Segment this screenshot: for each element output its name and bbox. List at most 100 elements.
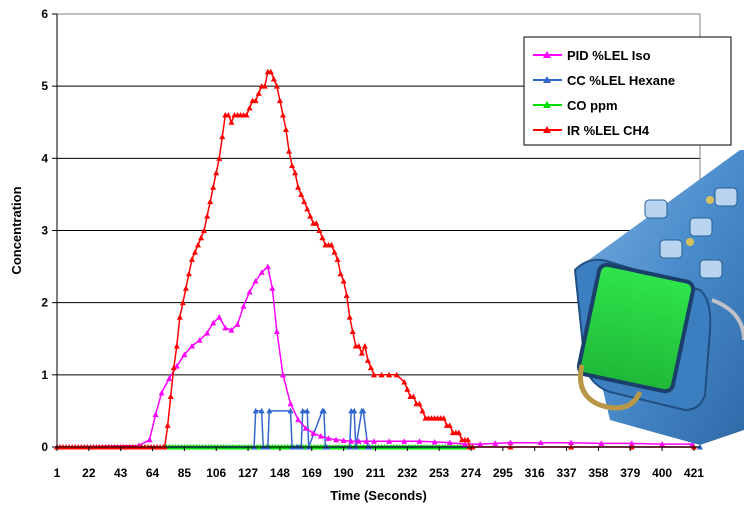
data-point: [279, 371, 286, 378]
data-point: [269, 285, 276, 291]
data-point: [198, 234, 205, 241]
data-point: [355, 342, 362, 349]
x-tick-label: 211: [366, 466, 386, 480]
data-point: [304, 205, 311, 212]
legend-label: CO ppm: [567, 98, 618, 113]
data-point: [393, 371, 400, 378]
x-tick-label: 253: [429, 466, 449, 480]
data-point: [492, 440, 499, 446]
data-point: [331, 249, 338, 255]
data-point: [370, 438, 377, 444]
data-point: [378, 371, 385, 378]
data-point: [204, 329, 211, 336]
data-point: [358, 350, 365, 356]
data-point: [207, 198, 214, 205]
data-point: [334, 256, 341, 262]
data-point: [325, 435, 332, 441]
data-point: [410, 393, 417, 399]
data-point: [213, 169, 220, 176]
data-point: [477, 441, 484, 447]
legend-swatch-marker: [543, 51, 551, 58]
data-point: [295, 416, 302, 423]
data-point: [628, 440, 635, 446]
data-point: [228, 119, 235, 125]
data-point: [313, 220, 320, 226]
y-tick-label: 4: [41, 151, 48, 165]
y-tick-label: 5: [41, 79, 48, 93]
legend-label: IR %LEL CH4: [567, 123, 650, 138]
y-tick-label: 0: [41, 440, 48, 454]
data-point: [176, 314, 183, 320]
data-point: [164, 422, 171, 428]
data-point: [173, 363, 180, 369]
y-tick-label: 3: [41, 224, 48, 238]
data-point: [307, 213, 314, 219]
data-point: [355, 438, 362, 444]
data-point: [333, 436, 340, 443]
data-point: [182, 285, 189, 291]
y-tick-label: 1: [41, 368, 48, 382]
x-tick-label: 337: [557, 466, 577, 480]
data-point: [446, 422, 453, 428]
data-point: [170, 364, 177, 371]
data-point: [302, 425, 309, 431]
data-point: [328, 241, 335, 248]
x-tick-label: 421: [684, 466, 704, 480]
x-tick-label: 379: [620, 466, 640, 480]
data-point: [440, 415, 447, 421]
data-point: [404, 386, 411, 392]
x-tick-label: 85: [178, 466, 192, 480]
data-point: [204, 213, 211, 219]
data-point: [243, 112, 250, 118]
data-point: [196, 337, 203, 343]
x-tick-label: 358: [588, 466, 608, 480]
data-point: [304, 407, 311, 414]
data-point: [181, 351, 188, 358]
x-tick-label: 232: [397, 466, 417, 480]
x-tick-label: 106: [206, 466, 226, 480]
data-point: [299, 407, 306, 414]
data-point: [146, 436, 153, 443]
data-point: [431, 438, 438, 445]
data-point: [455, 429, 462, 436]
data-point: [219, 133, 226, 140]
data-point: [286, 148, 293, 154]
data-point: [537, 439, 544, 446]
series-layer: [54, 68, 703, 450]
data-point: [363, 438, 370, 444]
x-tick-label: 64: [146, 466, 160, 480]
data-point: [343, 292, 350, 298]
data-point: [419, 407, 426, 414]
data-point: [273, 83, 280, 89]
x-tick-label: 400: [652, 466, 672, 480]
data-point: [320, 407, 327, 414]
x-tick-label: 127: [238, 466, 258, 480]
data-point: [201, 227, 208, 233]
data-point: [367, 364, 374, 371]
data-point: [252, 407, 259, 414]
x-tick-label: 22: [82, 466, 96, 480]
data-point: [222, 324, 229, 331]
data-point: [301, 198, 308, 205]
data-point: [252, 278, 259, 284]
data-point: [364, 357, 371, 363]
data-point: [173, 342, 180, 349]
data-point: [210, 184, 217, 190]
data-point: [386, 438, 393, 444]
data-point: [659, 441, 666, 447]
data-point: [340, 437, 347, 444]
data-point: [273, 328, 280, 335]
x-tick-label: 274: [461, 466, 481, 480]
data-point: [598, 440, 605, 446]
data-point: [316, 227, 323, 233]
x-tick-label: 316: [525, 466, 545, 480]
x-tick-label: 190: [334, 466, 354, 480]
data-point: [195, 241, 202, 248]
data-point: [298, 191, 305, 197]
data-point: [266, 407, 273, 414]
data-point: [446, 439, 453, 446]
data-point: [258, 407, 265, 414]
data-point: [401, 379, 408, 385]
data-point: [317, 433, 324, 439]
